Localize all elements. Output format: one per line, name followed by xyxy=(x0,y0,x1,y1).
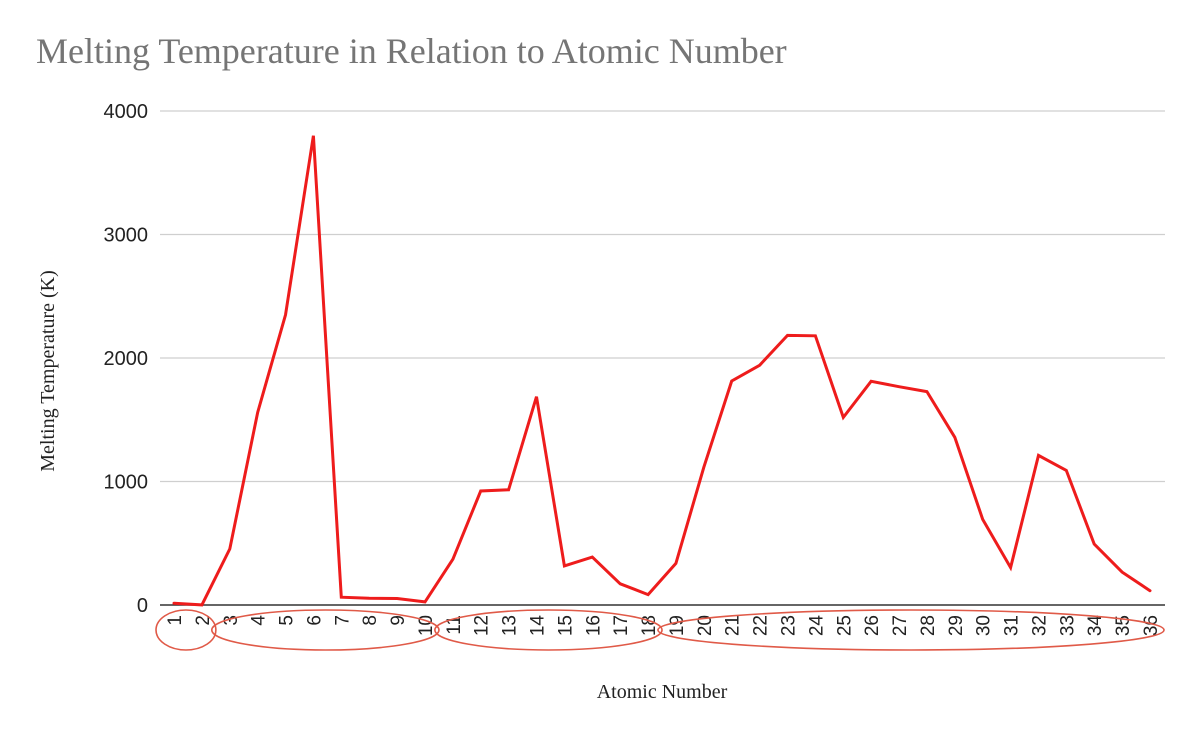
series-lines xyxy=(172,135,1152,607)
x-tick-label: 27 xyxy=(890,615,911,636)
x-tick-label: 17 xyxy=(611,615,632,636)
x-tick-label: 26 xyxy=(862,615,883,636)
annotation-ellipses xyxy=(155,609,1165,651)
x-tick-label: 25 xyxy=(834,615,855,636)
x-tick-label: 22 xyxy=(751,615,772,636)
x-tick-label: 16 xyxy=(583,615,604,636)
x-tick-label: 18 xyxy=(639,615,660,636)
x-tick-label: 3 xyxy=(221,615,242,626)
x-tick-label: 36 xyxy=(1141,615,1162,636)
y-tick-label: 2000 xyxy=(104,348,149,370)
x-tick-label: 2 xyxy=(193,615,214,626)
x-tick-label: 31 xyxy=(1002,615,1023,636)
x-tick-label: 5 xyxy=(277,615,298,626)
x-tick-label: 1 xyxy=(165,615,186,626)
x-tick-label: 9 xyxy=(388,615,409,626)
y-tick-label: 0 xyxy=(137,595,148,617)
x-axis-title: Atomic Number xyxy=(597,681,728,703)
x-tick-label: 15 xyxy=(555,615,576,636)
x-tick-label: 14 xyxy=(528,615,549,637)
y-tick-label: 4000 xyxy=(104,101,149,123)
gridlines xyxy=(160,110,1165,606)
x-tick-label: 4 xyxy=(249,615,270,626)
y-axis-title: Melting Temperature (K) xyxy=(37,270,59,472)
x-tick-label: 6 xyxy=(304,615,325,626)
x-tick-label: 28 xyxy=(918,615,939,636)
y-tick-labels: 0 1000 2000 3000 4000 xyxy=(104,101,149,617)
chart-title: Melting Temperature in Relation to Atomi… xyxy=(36,31,787,71)
annotation-ellipse xyxy=(155,609,217,651)
x-tick-label: 30 xyxy=(974,615,995,636)
x-tick-labels: 1 2 3 4 5 6 7 8 9 10 11 12 13 14 15 16 17 18 19 20 21 22 23 24 2… xyxy=(165,615,1162,637)
x-tick-label: 7 xyxy=(332,615,353,626)
x-tick-label: 29 xyxy=(946,615,967,636)
x-tick-label: 32 xyxy=(1029,615,1050,636)
x-tick-label: 33 xyxy=(1057,615,1078,636)
x-tick-label: 24 xyxy=(806,615,827,637)
annotation-ellipse xyxy=(210,609,440,651)
series-line xyxy=(172,135,1152,607)
annotation-ellipse xyxy=(434,609,663,651)
x-tick-label: 13 xyxy=(500,615,521,636)
y-tick-label: 1000 xyxy=(104,472,149,494)
x-tick-label: 23 xyxy=(778,615,799,636)
y-tick-label: 3000 xyxy=(104,225,149,247)
x-tick-label: 8 xyxy=(360,615,381,626)
x-tick-label: 21 xyxy=(723,615,744,636)
x-tick-label: 19 xyxy=(667,615,688,636)
x-tick-label: 20 xyxy=(695,615,716,636)
x-tick-label: 10 xyxy=(416,615,437,636)
x-tick-label: 12 xyxy=(472,615,493,636)
x-tick-label: 34 xyxy=(1085,615,1106,637)
annotation-ellipse xyxy=(657,609,1165,651)
